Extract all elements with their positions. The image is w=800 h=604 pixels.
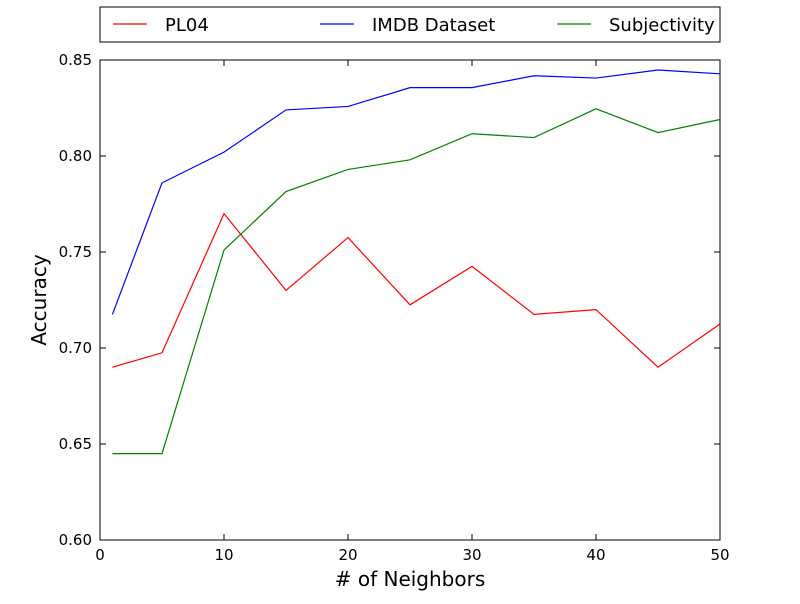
- y-tick-label: 0.60: [59, 531, 92, 549]
- legend-label: PL04: [165, 15, 209, 36]
- legend-item: PL04: [113, 15, 209, 36]
- y-axis-title: Accuracy: [27, 254, 51, 345]
- x-tick-label: 50: [710, 546, 729, 564]
- x-tick-label: 20: [338, 546, 357, 564]
- x-axis-title: # of Neighbors: [335, 567, 486, 591]
- legend-box: [99, 6, 721, 43]
- legend-label: IMDB Dataset: [372, 15, 495, 36]
- series-line-imdb-dataset: [111, 69, 721, 315]
- series-line-pl04: [112, 212, 721, 368]
- y-tick-label: 0.80: [59, 147, 92, 165]
- legend-item: IMDB Dataset: [320, 15, 495, 36]
- x-tick-label: 10: [214, 546, 233, 564]
- y-tick-label: 0.85: [59, 51, 92, 69]
- series-layer: [111, 69, 721, 455]
- legend: PL04 IMDB Dataset Subjectivity: [99, 6, 721, 43]
- legend-item: Subjectivity: [557, 15, 715, 36]
- series-line-subjectivity: [112, 108, 721, 455]
- x-tick-label: 30: [462, 546, 481, 564]
- tick-layer: 0 10 20 30 40 50 0.60 0.65 0.70 0.75 0.80 0.85: [59, 51, 730, 564]
- y-tick-label: 0.75: [59, 243, 92, 261]
- legend-label: Subjectivity: [609, 15, 715, 36]
- x-tick-label: 0: [95, 546, 105, 564]
- y-tick-label: 0.65: [59, 435, 92, 453]
- y-tick-label: 0.70: [59, 339, 92, 357]
- legend-items: PL04 IMDB Dataset Subjectivity: [113, 15, 715, 36]
- plot-frame: [99, 59, 721, 541]
- x-tick-label: 40: [586, 546, 605, 564]
